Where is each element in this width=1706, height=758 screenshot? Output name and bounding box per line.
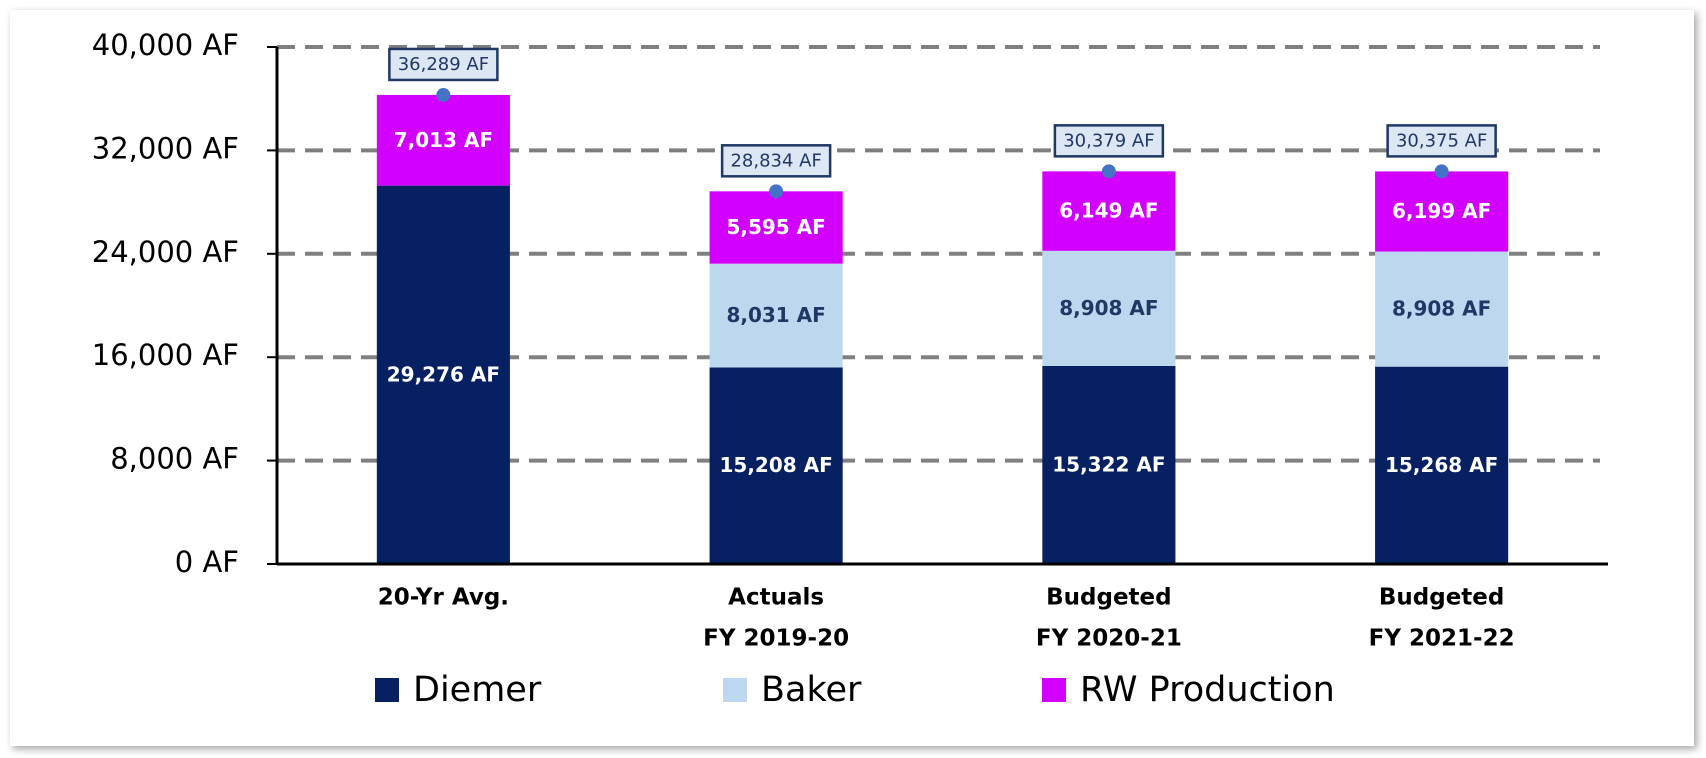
x-tick-label: Budgeted <box>1046 585 1172 611</box>
bar-label: 15,322 AF <box>1052 452 1165 476</box>
x-tick-label: Actuals <box>728 585 824 611</box>
total-box <box>1053 124 1165 158</box>
bar-label: 6,199 AF <box>1392 199 1491 223</box>
total-label: 30,379 AF <box>1063 130 1154 151</box>
bar-segment <box>709 263 843 368</box>
y-tick-label: 32,000 AF <box>92 131 239 165</box>
bar-segment <box>709 367 843 564</box>
legend-label: Diemer <box>413 670 542 710</box>
legend-swatch <box>723 678 747 702</box>
y-tick-label: 24,000 AF <box>92 235 239 269</box>
y-tick-label: 8,000 AF <box>110 442 239 476</box>
bar-segment <box>709 191 843 264</box>
legend-label: Baker <box>761 670 862 710</box>
total-label: 30,375 AF <box>1396 130 1487 151</box>
total-marker <box>1434 164 1449 179</box>
bar-segment <box>376 94 510 186</box>
bar-label: 8,031 AF <box>726 303 825 327</box>
x-tick-label: 20-Yr Avg. <box>378 585 509 611</box>
x-tick-label: FY 2019-20 <box>703 626 849 652</box>
y-tick-label: 0 AF <box>175 545 239 579</box>
legend-swatch <box>375 678 399 702</box>
total-box <box>1386 124 1497 158</box>
bar-segment <box>376 185 510 564</box>
bar-label: 8,908 AF <box>1392 297 1491 321</box>
total-box <box>388 47 499 82</box>
bar-label: 15,208 AF <box>719 453 832 477</box>
bar-segment <box>1375 171 1509 252</box>
x-tick-label: FY 2020-21 <box>1036 626 1182 652</box>
bar-segment <box>1042 365 1176 564</box>
bar-segment <box>1042 250 1176 366</box>
y-tick-label: 16,000 AF <box>92 338 239 372</box>
x-tick-label: Budgeted <box>1379 585 1505 611</box>
legend-swatch <box>1042 678 1066 702</box>
x-tick-label: FY 2021-22 <box>1369 626 1515 652</box>
bar-label: 7,013 AF <box>394 128 493 152</box>
bar-segment <box>1375 366 1509 564</box>
bar-label: 6,149 AF <box>1059 199 1158 223</box>
total-box <box>720 144 832 178</box>
bar-label: 8,908 AF <box>1059 296 1158 320</box>
total-marker <box>769 184 784 199</box>
total-marker <box>1101 164 1116 179</box>
bar-label: 29,276 AF <box>387 362 500 386</box>
y-tick-label: 40,000 AF <box>92 28 239 62</box>
bar-label: 15,268 AF <box>1385 453 1498 477</box>
legend-label: RW Production <box>1080 670 1335 710</box>
bar-segment <box>1042 171 1176 251</box>
bar-label: 5,595 AF <box>726 215 825 239</box>
total-label: 28,834 AF <box>730 150 821 171</box>
total-label: 36,289 AF <box>398 54 489 75</box>
bar-segment <box>1375 251 1509 367</box>
total-marker <box>436 87 451 102</box>
